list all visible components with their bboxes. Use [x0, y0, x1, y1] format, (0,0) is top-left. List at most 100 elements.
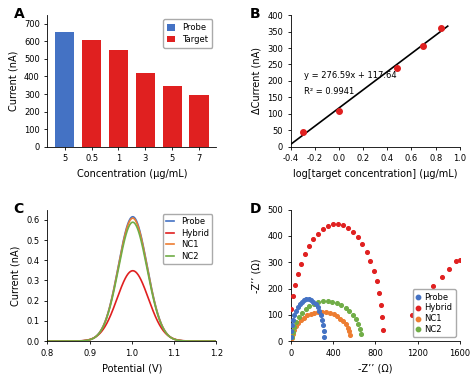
Y-axis label: Current (nA): Current (nA) — [9, 51, 18, 111]
Probe — [298, 299, 306, 305]
NC2 — [356, 326, 364, 332]
NC1 — [297, 317, 304, 323]
Hybrid — [378, 314, 386, 320]
NC1 — [342, 321, 349, 327]
NC2 — [190, 339, 196, 343]
NC1 — [300, 315, 308, 321]
NC2 — [328, 299, 336, 305]
NC2 — [352, 316, 359, 322]
NC2 — [333, 300, 341, 306]
Hybrid — [55, 339, 61, 343]
Bar — [163, 86, 182, 147]
Hybrid — [324, 223, 331, 229]
NC1 — [319, 309, 326, 315]
Probe — [319, 317, 326, 323]
NC2 — [45, 339, 50, 343]
NC2 — [295, 314, 302, 320]
Probe — [296, 301, 303, 307]
NC1 — [339, 318, 347, 324]
Y-axis label: Current (nA): Current (nA) — [11, 245, 21, 305]
Probe — [317, 312, 325, 318]
Line: Hybrid: Hybrid — [47, 271, 217, 341]
Probe — [312, 301, 319, 307]
Hybrid — [153, 314, 158, 318]
NC2 — [337, 302, 345, 308]
NC1 — [310, 310, 318, 316]
Hybrid — [370, 268, 377, 274]
Text: R² = 0.9941: R² = 0.9941 — [304, 87, 355, 96]
NC1 — [292, 323, 300, 329]
Hybrid — [319, 226, 327, 232]
NC1 — [289, 330, 297, 337]
Probe — [320, 328, 328, 334]
NC1 — [307, 311, 314, 317]
Probe — [291, 312, 298, 318]
Hybrid — [314, 230, 321, 236]
NC2 — [324, 298, 331, 304]
Point — [335, 108, 343, 114]
Bar — [109, 50, 128, 147]
Hybrid — [438, 274, 446, 280]
Point — [438, 25, 445, 31]
NC2 — [346, 308, 353, 314]
NC2 — [291, 324, 298, 330]
Hybrid — [422, 293, 430, 299]
NC2 — [310, 301, 318, 307]
Probe — [305, 296, 313, 302]
Hybrid — [452, 258, 459, 264]
Text: A: A — [14, 7, 24, 21]
NC2 — [173, 337, 179, 342]
Hybrid — [345, 225, 352, 231]
Probe — [130, 215, 136, 219]
Hybrid — [309, 236, 317, 242]
NC1 — [322, 309, 330, 315]
NC1 — [153, 303, 158, 307]
Hybrid — [301, 251, 309, 257]
Line: NC2: NC2 — [47, 222, 217, 341]
Probe — [287, 334, 295, 340]
NC1 — [330, 311, 337, 317]
Hybrid — [294, 271, 301, 277]
X-axis label: -Z’’ (Ω): -Z’’ (Ω) — [358, 363, 392, 373]
Hybrid — [173, 337, 179, 342]
Bar — [82, 40, 101, 147]
Hybrid — [287, 305, 295, 312]
NC1 — [147, 280, 153, 285]
NC1 — [346, 329, 353, 335]
Hybrid — [297, 261, 305, 267]
NC2 — [143, 260, 149, 265]
NC2 — [342, 305, 349, 311]
Bar — [55, 32, 74, 147]
NC2 — [147, 282, 153, 287]
Point — [299, 129, 307, 135]
NC1 — [214, 339, 219, 343]
Probe — [143, 256, 149, 261]
Hybrid — [429, 283, 437, 289]
Probe — [45, 339, 50, 343]
NC2 — [55, 339, 61, 343]
Legend: Probe, Hybrid, NC1, NC2: Probe, Hybrid, NC1, NC2 — [163, 214, 212, 264]
NC1 — [290, 327, 298, 333]
Probe — [294, 304, 301, 310]
Probe — [288, 323, 296, 329]
Hybrid — [289, 293, 297, 299]
Hybrid — [414, 304, 421, 310]
NC1 — [190, 339, 196, 343]
Hybrid — [329, 221, 337, 227]
NC2 — [349, 312, 356, 318]
Hybrid — [373, 278, 380, 284]
Y-axis label: -Z’’ (Ω): -Z’’ (Ω) — [252, 258, 262, 293]
Hybrid — [409, 312, 416, 318]
Legend: Probe, Hybrid, NC1, NC2: Probe, Hybrid, NC1, NC2 — [412, 289, 456, 337]
Hybrid — [377, 302, 385, 308]
NC1 — [314, 309, 322, 315]
NC1 — [288, 335, 296, 341]
X-axis label: log[target concentration] (μg/mL): log[target concentration] (μg/mL) — [293, 169, 457, 179]
Hybrid — [366, 258, 374, 264]
Probe — [190, 339, 196, 343]
Text: C: C — [14, 202, 24, 216]
Hybrid — [379, 327, 387, 333]
Hybrid — [214, 339, 219, 343]
NC2 — [306, 303, 313, 309]
NC1 — [326, 310, 334, 316]
